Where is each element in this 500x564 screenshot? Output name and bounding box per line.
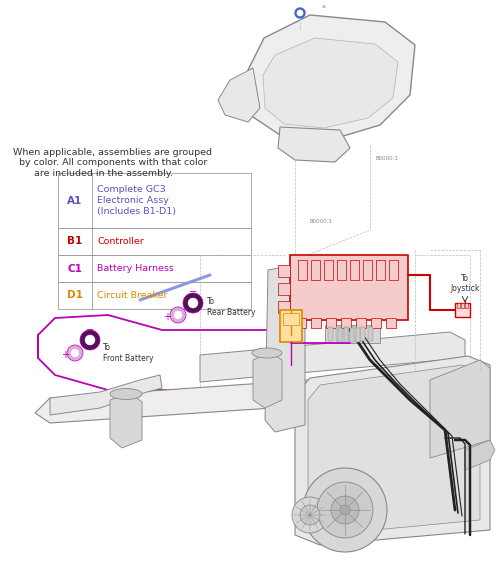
Bar (350, 260, 359, 280)
Circle shape (183, 293, 203, 313)
Circle shape (174, 311, 182, 319)
Bar (356, 328, 360, 342)
Text: D1: D1 (67, 290, 83, 301)
Circle shape (67, 345, 83, 361)
Bar (389, 260, 398, 280)
Bar (278, 301, 290, 313)
Polygon shape (200, 332, 465, 382)
Circle shape (300, 505, 320, 525)
Circle shape (340, 505, 350, 515)
Polygon shape (465, 440, 495, 470)
Text: Controller: Controller (97, 237, 144, 246)
Polygon shape (263, 38, 398, 128)
Text: When applicable, assemblies are grouped
  by color. All components with that col: When applicable, assemblies are grouped … (13, 148, 212, 178)
Polygon shape (248, 15, 415, 140)
Text: C1: C1 (68, 263, 82, 274)
Text: Battery Harness: Battery Harness (97, 264, 174, 273)
Text: Complete GC3
Electronic Assy
(Includes B1-D1): Complete GC3 Electronic Assy (Includes B… (97, 184, 176, 217)
Circle shape (297, 10, 303, 16)
Circle shape (188, 298, 198, 308)
Text: +: + (163, 312, 171, 322)
Bar (371, 318, 381, 328)
Circle shape (170, 307, 186, 323)
Circle shape (317, 482, 373, 538)
Text: B0000.1: B0000.1 (310, 219, 333, 224)
Text: Circuit Breaker: Circuit Breaker (97, 291, 168, 300)
Bar (336, 327, 341, 341)
Circle shape (331, 496, 359, 524)
Bar (376, 260, 385, 280)
Text: To
Front Battery: To Front Battery (103, 343, 154, 363)
Bar (386, 318, 396, 328)
Bar (326, 318, 336, 328)
Ellipse shape (252, 348, 282, 358)
Bar (325, 325, 380, 343)
Bar (283, 313, 299, 325)
Bar (344, 328, 348, 342)
Circle shape (71, 349, 79, 357)
Circle shape (295, 8, 305, 18)
Text: +: + (61, 350, 69, 360)
Polygon shape (35, 370, 465, 423)
Bar (278, 265, 290, 277)
Text: −: − (189, 287, 197, 297)
Bar (58, 255, 251, 282)
Bar (356, 318, 366, 328)
Text: a: a (322, 4, 326, 9)
Circle shape (85, 335, 95, 345)
Bar (344, 327, 349, 341)
Bar (368, 327, 373, 341)
Bar (465, 303, 468, 308)
Polygon shape (218, 68, 260, 122)
Bar (457, 303, 460, 308)
Polygon shape (50, 375, 162, 415)
Polygon shape (253, 352, 282, 408)
Bar (352, 327, 357, 341)
Bar (290, 255, 408, 320)
Bar (363, 260, 372, 280)
Text: B1: B1 (68, 236, 82, 246)
Text: To
Rear Battery: To Rear Battery (207, 297, 256, 317)
Bar (337, 260, 346, 280)
Bar (341, 318, 351, 328)
Text: To
Joystick: To Joystick (450, 274, 480, 293)
Text: B0000.1: B0000.1 (375, 156, 398, 161)
Bar (324, 260, 333, 280)
Text: A1: A1 (68, 196, 82, 205)
Bar (328, 327, 333, 341)
Bar (311, 318, 321, 328)
Polygon shape (278, 127, 350, 162)
Bar (58, 173, 251, 228)
Bar (338, 328, 342, 342)
Polygon shape (430, 360, 490, 458)
Circle shape (80, 330, 100, 350)
Bar (280, 310, 302, 342)
Ellipse shape (110, 389, 142, 399)
Circle shape (303, 468, 387, 552)
Polygon shape (455, 303, 470, 317)
Bar (296, 318, 306, 328)
Bar (360, 327, 365, 341)
Bar (58, 228, 251, 255)
Polygon shape (110, 393, 142, 448)
Circle shape (292, 497, 328, 533)
Bar (461, 303, 464, 308)
Text: −: − (86, 325, 94, 335)
Bar (350, 328, 354, 342)
Polygon shape (295, 356, 490, 545)
Polygon shape (265, 265, 305, 432)
Polygon shape (308, 365, 480, 535)
Bar (58, 282, 251, 309)
Bar (298, 260, 307, 280)
Bar (311, 260, 320, 280)
Bar (278, 283, 290, 295)
